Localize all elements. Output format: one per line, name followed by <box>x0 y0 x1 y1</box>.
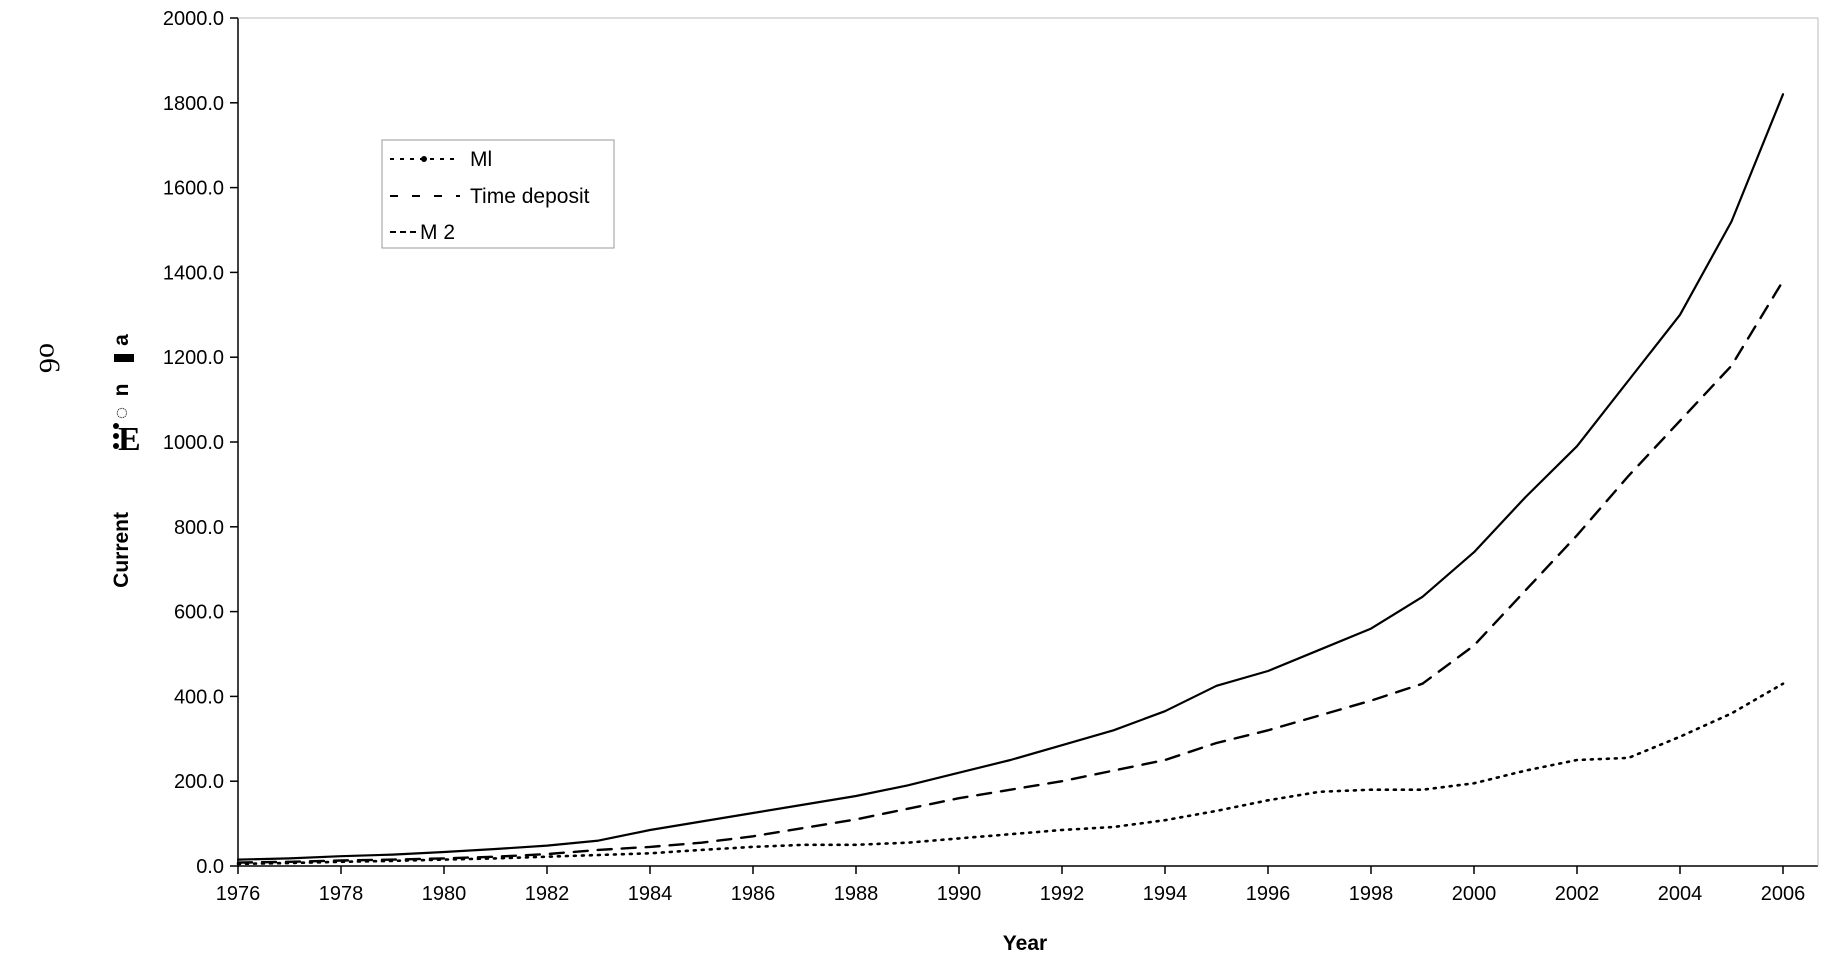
y-axis-artifact-circle: ◌ <box>110 407 133 419</box>
y-tick-label: 1200.0 <box>163 347 224 369</box>
x-tick-label: 1990 <box>937 883 982 905</box>
legend-label-time-deposit: Time deposit <box>470 185 590 208</box>
y-axis-title: Current <box>110 512 133 588</box>
y-tick-label: 200.0 <box>174 771 224 793</box>
y-tick-label: 600.0 <box>174 602 224 624</box>
y-axis-artifact-a: a <box>110 334 133 346</box>
x-tick-label: 1988 <box>834 883 879 905</box>
y-tick-label: 1000.0 <box>163 432 224 454</box>
x-tick-label: 2006 <box>1761 883 1806 905</box>
y-tick-label: 2000.0 <box>163 8 224 30</box>
series-line-time-deposit <box>236 279 1785 864</box>
legend-label-m2: M 2 <box>420 221 455 244</box>
y-axis-title-group: Current a n ◌ E <box>110 334 141 588</box>
series-line-ml <box>236 682 1785 866</box>
series-line-m-2 <box>236 93 1785 861</box>
x-tick-label: 2002 <box>1555 883 1600 905</box>
y-tick-label: 0.0 <box>196 856 224 878</box>
y-tick-label: 1400.0 <box>163 262 224 284</box>
legend-swatch-ml-marker <box>421 156 427 162</box>
y-axis-artifact-dot-1 <box>113 423 119 429</box>
x-tick-label: 2004 <box>1658 883 1703 905</box>
x-tick-label: 1994 <box>1143 883 1188 905</box>
x-tick-label: 1978 <box>319 883 364 905</box>
y-ticks: 0.0 200.0 400.0 600.0 800.0 1000.0 1200.0 1400.… <box>163 8 238 878</box>
y-axis-artifact-e: E <box>118 421 141 458</box>
x-tick-label: 1980 <box>422 883 467 905</box>
y-tick-label: 1600.0 <box>163 178 224 200</box>
y-tick-label: 400.0 <box>174 686 224 708</box>
y-axis-artifact-n: n <box>110 384 133 397</box>
x-tick-label: 1996 <box>1246 883 1291 905</box>
y-axis-artifact-bar <box>114 354 134 362</box>
side-artifact: o6 <box>33 343 66 373</box>
y-tick-label: 800.0 <box>174 517 224 539</box>
y-axis-artifact-dot-2 <box>113 433 119 439</box>
series-lines <box>236 93 1785 866</box>
x-tick-label: 1992 <box>1040 883 1085 905</box>
x-tick-label: 1998 <box>1349 883 1394 905</box>
legend: Ml Time deposit M 2 <box>381 139 615 249</box>
x-tick-label: 1984 <box>628 883 673 905</box>
legend-label-ml: Ml <box>470 148 492 171</box>
x-tick-label: 1986 <box>731 883 776 905</box>
x-tick-label: 1982 <box>525 883 570 905</box>
x-axis-title: Year <box>1003 932 1047 955</box>
x-tick-label: 1976 <box>216 883 261 905</box>
x-tick-label: 2000 <box>1452 883 1497 905</box>
x-ticks: 1976 1978 1980 1982 1984 1986 1988 1990 1992 1994… <box>216 866 1806 905</box>
y-tick-label: 1800.0 <box>163 93 224 115</box>
y-axis-artifact-dot-3 <box>113 443 119 449</box>
